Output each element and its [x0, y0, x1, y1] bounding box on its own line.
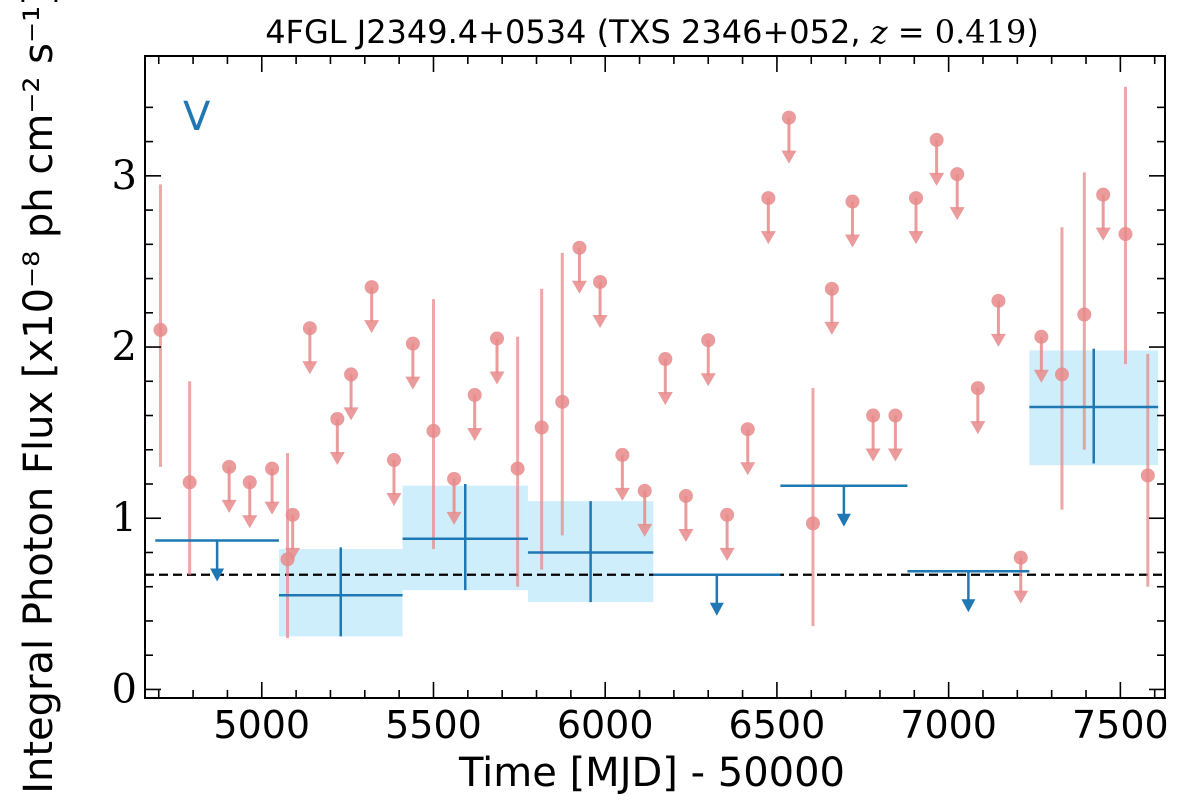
light-upper-limit-arrow-28-head: [887, 448, 903, 462]
chart-title-equals: =: [888, 13, 935, 51]
light-upper-limit-arrow-15-head: [592, 314, 608, 328]
light-upper-limit-arrow-29-head: [908, 231, 924, 245]
chart-title: 4FGL J2349.4+0534 (TXS 2346+052, z = 0.4…: [265, 13, 1039, 51]
light-upper-limit-arrow-1-head: [221, 499, 237, 513]
light-upper-limit-arrow-36-head: [1095, 227, 1111, 241]
x-tick-label-5500: 5500: [385, 703, 482, 747]
light-upper-limit-arrow-4-head: [285, 547, 301, 561]
light-upper-limit-arrow-30-head: [929, 172, 945, 186]
x-tick-label-7000: 7000: [900, 703, 997, 747]
light-upper-limit-arrow-8-head: [364, 320, 380, 334]
light-point-10: [1077, 307, 1092, 322]
y-tick-label-2: 2: [112, 324, 137, 370]
light-upper-limit-arrow-11-head: [446, 511, 462, 525]
light-upper-limit-arrow-26-head: [844, 234, 860, 248]
light-point-11: [1118, 227, 1133, 242]
x-tick-label-6500: 6500: [729, 703, 826, 747]
light-point-9: [1054, 367, 1069, 382]
x-tick-label-7500: 7500: [1072, 703, 1169, 747]
light-upper-limit-arrow-31-head: [949, 207, 965, 221]
light-upper-limit-arrow-10-head: [405, 376, 421, 390]
light-upper-limit-arrow-12-head: [467, 427, 483, 441]
light-upper-limit-arrow-25-head: [824, 321, 840, 335]
light-upper-limit-arrow-9-head: [386, 493, 402, 507]
annotation-v: V: [183, 94, 211, 140]
light-curve-points: [153, 86, 1155, 639]
bin-upper-limit-arrow-3-head: [836, 513, 851, 527]
bin-upper-limit-arrow-2-head: [709, 602, 724, 616]
light-point-7: [555, 394, 570, 409]
light-point-2: [182, 475, 197, 490]
y-tick-label-1: 1: [112, 495, 137, 541]
light-upper-limit-arrow-16-head: [614, 487, 630, 501]
chart-title-z-value: 0.419: [935, 13, 1027, 51]
light-upper-limit-arrow-34-head: [1013, 590, 1029, 604]
light-upper-limit-arrow-3-head: [264, 501, 280, 515]
light-upper-limit-arrow-13-head: [489, 371, 505, 385]
light-upper-limit-arrow-19-head: [678, 528, 694, 542]
light-point-5: [510, 461, 525, 476]
x-axis-label: Time [MJD] - 50000: [458, 750, 845, 796]
light-upper-limit-arrow-2-head: [242, 515, 258, 529]
light-upper-limit-arrow-20-head: [700, 373, 716, 387]
bin-upper-limit-arrow-4-head: [961, 599, 976, 613]
x-tick-label-6000: 6000: [557, 703, 654, 747]
binned-light-curve: [155, 348, 1159, 637]
light-upper-limit-arrow-17-head: [637, 523, 653, 537]
light-upper-limit-arrow-32-head: [970, 421, 986, 435]
light-upper-limit-arrow-33-head: [990, 333, 1006, 347]
light-upper-limit-arrow-35-head: [1033, 369, 1049, 383]
light-upper-limit-arrow-22-head: [740, 462, 756, 476]
y-tick-label-3: 3: [112, 153, 137, 199]
light-upper-limit-arrow-27-head: [865, 448, 881, 462]
axes: 5000 5500 6000 6500 7000 7500 0 1 2 3: [112, 55, 1169, 747]
x-tick-label-5000: 5000: [213, 703, 310, 747]
light-upper-limit-arrow-24-head: [781, 150, 797, 164]
y-axis-label: Integral Photon Flux [x10⁻⁸ ph cm⁻² s⁻¹]: [16, 0, 62, 794]
light-point-6: [534, 420, 549, 435]
plot-frame: [144, 55, 1166, 699]
light-point-4: [426, 423, 441, 438]
light-point-1: [153, 322, 168, 337]
light-point-12: [1140, 468, 1155, 483]
bin-upper-limit-arrow-1-head: [210, 568, 225, 582]
light-upper-limit-arrow-5-head: [302, 361, 318, 375]
light-upper-limit-arrow-14-head: [571, 280, 587, 294]
chart-title-z-symbol: z: [870, 13, 889, 51]
light-point-8: [805, 516, 820, 531]
light-upper-limit-arrow-21-head: [719, 547, 735, 561]
chart-title-text: 4FGL J2349.4+0534 (TXS 2346+052,: [265, 13, 871, 51]
light-upper-limit-arrow-7-head: [343, 407, 359, 421]
chart-title-suffix: ): [1026, 13, 1038, 51]
light-upper-limit-arrow-18-head: [657, 392, 673, 406]
light-upper-limit-arrow-6-head: [329, 451, 345, 465]
light-upper-limit-arrow-23-head: [760, 231, 776, 245]
y-tick-label-0: 0: [112, 666, 137, 712]
